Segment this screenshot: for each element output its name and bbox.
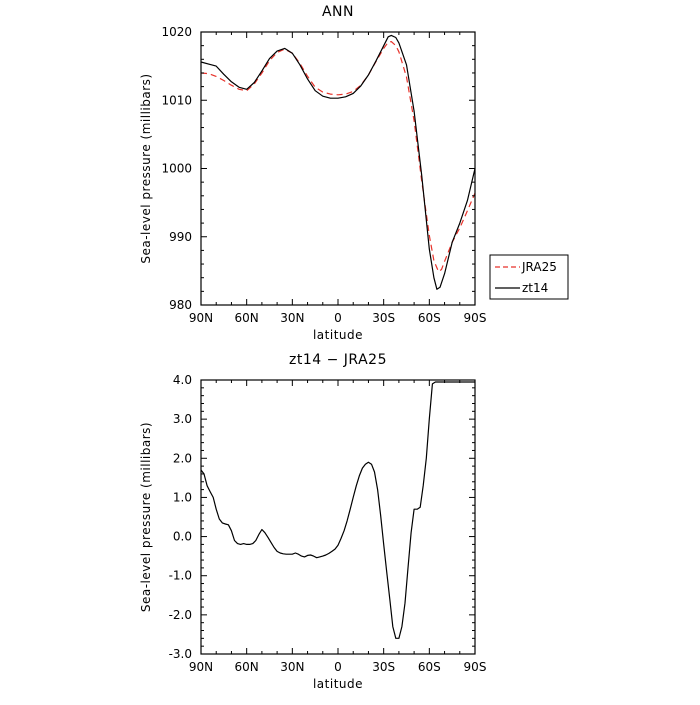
y-tick-label: 1010 bbox=[161, 93, 192, 107]
series-line-jra25 bbox=[200, 40, 476, 273]
y-tick-label: 1020 bbox=[161, 25, 192, 39]
legend-box bbox=[489, 254, 569, 300]
legend: JRA25 zt14 bbox=[489, 254, 569, 300]
x-tick-label: 60S bbox=[418, 311, 441, 325]
y-axis-title: Sea-level pressure (millibars) bbox=[139, 422, 153, 612]
y-axis-title: Sea-level pressure (millibars) bbox=[139, 73, 153, 263]
y-tick-label: 1000 bbox=[161, 162, 192, 176]
y-tick-label: -3.0 bbox=[169, 647, 192, 661]
x-tick-label: 30S bbox=[372, 311, 395, 325]
y-tick-label: 4.0 bbox=[173, 373, 192, 387]
x-tick-label: 90N bbox=[189, 660, 213, 674]
y-tick-label: 2.0 bbox=[173, 451, 192, 465]
x-tick-label: 30S bbox=[372, 660, 395, 674]
panel-title: ANN bbox=[322, 4, 354, 20]
y-tick-label: 1.0 bbox=[173, 490, 192, 504]
y-tick-label: 0.0 bbox=[173, 530, 192, 544]
y-tick-label: -2.0 bbox=[169, 608, 192, 622]
panel-2: 90N 60N 30N 0 30S 60S 90S 4.0 3.0 2.0 1.0 0.0 -1.0 -2… bbox=[139, 352, 486, 691]
x-tick-label: 0 bbox=[334, 311, 342, 325]
y-tick-label: 3.0 bbox=[173, 412, 192, 426]
panel-title: zt14 − JRA25 bbox=[289, 352, 387, 368]
x-axis-title: latitude bbox=[313, 677, 363, 691]
x-tick-label: 0 bbox=[334, 660, 342, 674]
panel-1: 90N 60N 30N 0 30S 60S 90S 1020 1010 1000 990 980 ANN… bbox=[139, 4, 569, 342]
y-tick-label: 980 bbox=[169, 298, 192, 312]
x-tick-label: 90N bbox=[189, 311, 213, 325]
x-tick-label: 60S bbox=[418, 660, 441, 674]
x-tick-label: 60N bbox=[235, 311, 259, 325]
y-tick-label: -1.0 bbox=[169, 569, 192, 583]
x-tick-label: 30N bbox=[280, 660, 304, 674]
plot-frame bbox=[200, 31, 476, 306]
x-axis-title: latitude bbox=[313, 328, 363, 342]
legend-label-zt14: zt14 bbox=[522, 281, 548, 295]
x-tick-label: 30N bbox=[280, 311, 304, 325]
series-line-difference bbox=[200, 381, 475, 639]
plot-frame bbox=[200, 379, 476, 655]
x-tick-label: 90S bbox=[464, 660, 487, 674]
series-line-zt14 bbox=[200, 34, 476, 290]
x-tick-label: 60N bbox=[235, 660, 259, 674]
x-tick-label: 90S bbox=[464, 311, 487, 325]
y-tick-label: 990 bbox=[169, 230, 192, 244]
legend-label-jra25: JRA25 bbox=[521, 260, 557, 274]
